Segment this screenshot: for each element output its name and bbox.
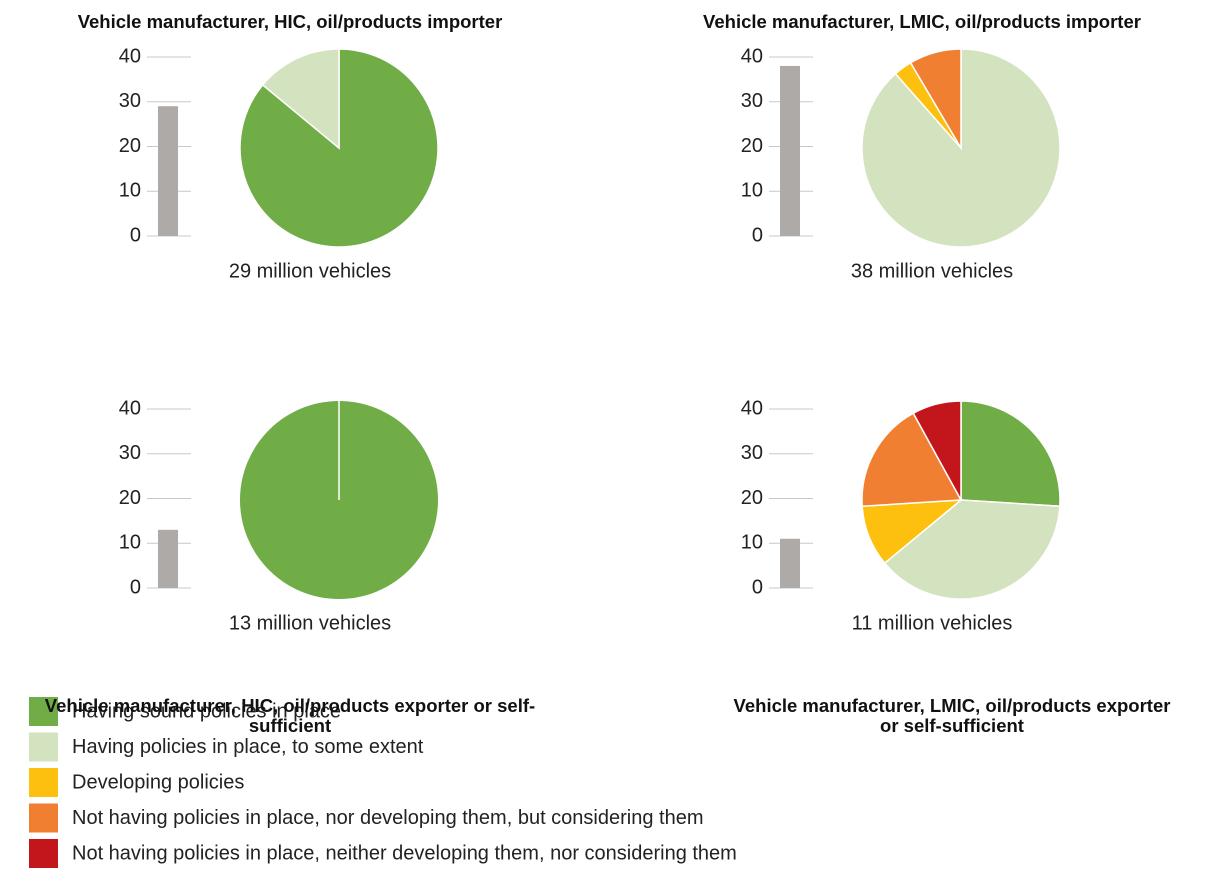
legend-swatch	[29, 697, 58, 726]
bar-label: 38 million vehicles	[851, 260, 1013, 282]
legend-swatch	[29, 803, 58, 833]
pie-slice	[261, 48, 340, 150]
y-tick-label: 10	[741, 532, 763, 554]
panel-title: Vehicle manufacturer, LMIC, oil/products…	[733, 695, 1171, 736]
y-tick-label: 30	[741, 90, 763, 112]
pie-slice	[960, 400, 1061, 508]
y-tick-label: 20	[741, 487, 763, 509]
y-tick-label: 40	[119, 45, 141, 67]
y-tick-label: 30	[119, 90, 141, 112]
y-tick-label: 10	[119, 532, 141, 554]
y-tick-label: 30	[119, 442, 141, 464]
y-tick-label: 0	[752, 224, 763, 246]
bar	[780, 65, 800, 236]
legend-swatch	[29, 839, 58, 868]
y-tick-label: 20	[119, 135, 141, 157]
y-tick-label: 30	[741, 442, 763, 464]
bar	[158, 529, 178, 588]
legend-label: Not having policies in place, nor develo…	[72, 807, 703, 829]
panel-title: Vehicle manufacturer, HIC, oil/products …	[44, 695, 536, 736]
y-tick-label: 0	[752, 576, 763, 598]
y-tick-label: 40	[741, 45, 763, 67]
bar-label: 11 million vehicles	[852, 612, 1013, 634]
y-tick-label: 10	[119, 180, 141, 202]
pie-slice	[912, 400, 962, 501]
pie-slice	[861, 412, 963, 508]
legend-swatch	[29, 768, 58, 797]
panel-title: Vehicle manufacturer, HIC, oil/products …	[77, 11, 503, 32]
legend-label: Not having policies in place, neither de…	[72, 842, 737, 864]
legend-label: Developing policies	[72, 771, 244, 793]
y-tick-label: 40	[119, 397, 141, 419]
y-tick-label: 10	[741, 180, 763, 202]
bar-label: 29 million vehicles	[229, 260, 391, 282]
y-tick-label: 0	[130, 576, 141, 598]
y-tick-label: 0	[130, 224, 141, 246]
y-tick-label: 20	[741, 135, 763, 157]
legend-label: Having policies in place, to some extent	[72, 736, 424, 758]
legend-label: Having sound policies in place	[72, 700, 341, 722]
pie-slice	[883, 499, 1061, 600]
bar	[780, 538, 800, 588]
bar-label: 13 million vehicles	[229, 612, 391, 634]
pie-slice	[909, 48, 962, 151]
y-tick-label: 40	[741, 397, 763, 419]
y-tick-label: 20	[119, 487, 141, 509]
panel-title: Vehicle manufacturer, LMIC, oil/products…	[703, 11, 1141, 32]
bar	[158, 106, 178, 236]
legend-swatch	[29, 732, 58, 762]
